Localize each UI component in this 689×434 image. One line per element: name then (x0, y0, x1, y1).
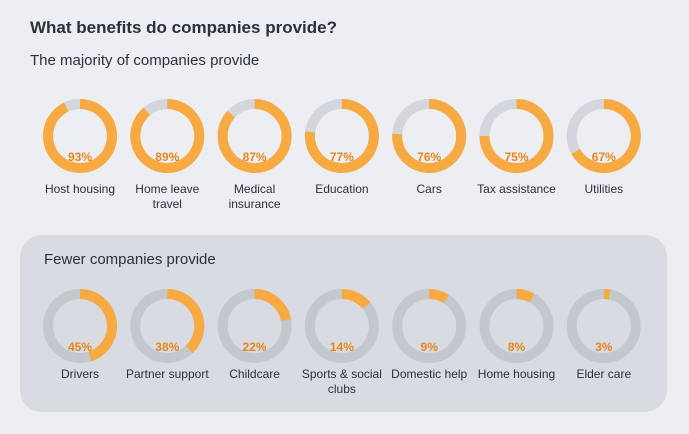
value-label: 38% (155, 340, 179, 354)
subtitle: Fewer companies provide (44, 251, 216, 268)
donut-arc (392, 99, 467, 173)
value-label: 8% (508, 340, 526, 354)
value-label: 77% (330, 150, 354, 164)
value-label: 22% (243, 340, 267, 354)
category-label: Childcare (229, 367, 280, 381)
category-label: Utilities (584, 182, 624, 196)
value-label: 14% (330, 340, 354, 354)
value-label: 45% (68, 340, 92, 354)
value-label: 3% (595, 340, 613, 354)
category-label: Cars (416, 182, 442, 196)
category-label: Medical insurance (228, 182, 281, 211)
donut-arc (217, 99, 292, 173)
category-label: Home housing (477, 367, 556, 381)
category-label: Drivers (61, 367, 99, 381)
donut-arc (603, 289, 611, 300)
panel (20, 235, 667, 412)
subtitle: The majority of companies provide (30, 52, 260, 69)
donut-arc (571, 99, 641, 173)
value-label: 87% (243, 150, 267, 164)
value-label: 93% (68, 150, 92, 164)
value-label: 76% (417, 150, 441, 164)
category-label: Host housing (44, 182, 116, 196)
category-label: Home leave travel (135, 182, 200, 211)
value-label: 67% (592, 150, 616, 164)
category-label: Domestic help (391, 367, 468, 381)
title: What benefits do companies provide? (30, 18, 337, 37)
donut-arc (167, 289, 205, 353)
value-label: 89% (155, 150, 179, 164)
category-label: Education (315, 182, 369, 196)
donut-arc (516, 289, 535, 303)
category-label: Tax assistance (477, 182, 556, 196)
donut-arc (254, 289, 291, 322)
value-label: 9% (421, 340, 439, 354)
donut-arc (479, 99, 554, 173)
donut-arc (130, 99, 205, 173)
donut-arc (304, 99, 379, 173)
value-label: 75% (504, 150, 528, 164)
donut-arc (79, 289, 117, 362)
donut-arc (341, 289, 371, 310)
category-label: Partner support (125, 367, 209, 381)
donut-arc (43, 99, 117, 173)
category-label: Elder care (576, 367, 632, 381)
donut-arc (428, 289, 450, 304)
category-label: Sports & social clubs (301, 367, 382, 396)
